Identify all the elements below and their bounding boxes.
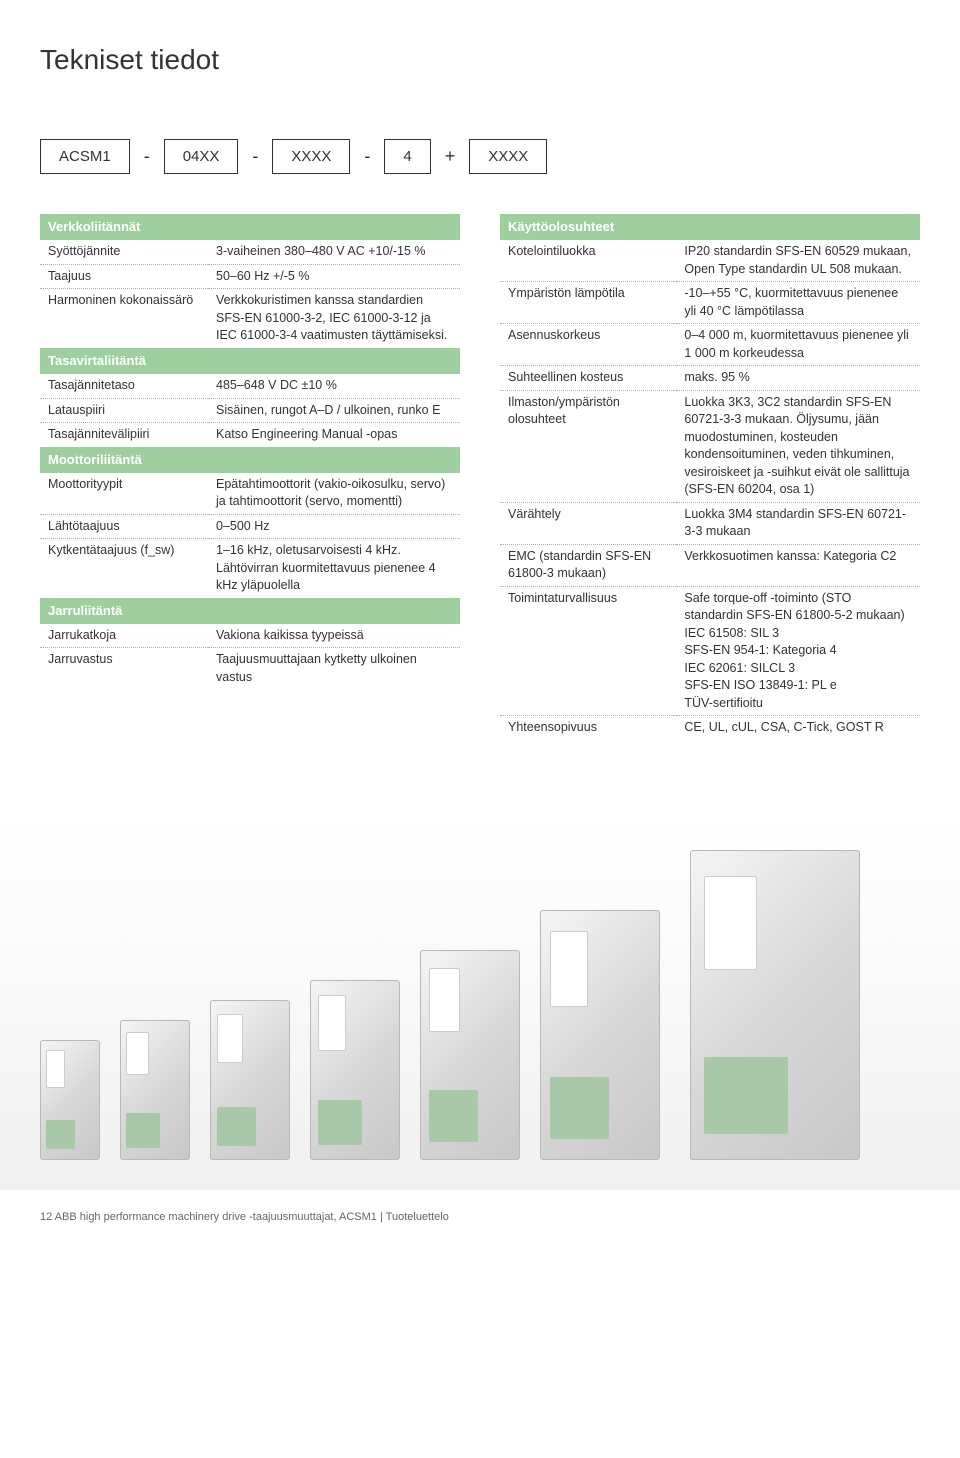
spec-value: Sisäinen, rungot A–D / ulkoinen, runko E xyxy=(208,398,460,423)
code-separator: - xyxy=(364,144,370,169)
product-lineup-image xyxy=(0,810,960,1190)
code-part: XXXX xyxy=(469,139,547,174)
spec-label: Lähtötaajuus xyxy=(40,514,208,539)
code-part: XXXX xyxy=(272,139,350,174)
section-heading: Moottoriliitäntä xyxy=(40,447,460,473)
page-footer: 12 ABB high performance machinery drive … xyxy=(0,1190,960,1245)
spec-label: Värähtely xyxy=(500,502,676,544)
spec-label: Latauspiiri xyxy=(40,398,208,423)
spec-value: 3-vaiheinen 380–480 V AC +10/-15 % xyxy=(208,240,460,264)
spec-label: Asennuskorkeus xyxy=(500,324,676,366)
page-title: Tekniset tiedot xyxy=(40,40,920,79)
spec-label: Syöttöjännite xyxy=(40,240,208,264)
spec-value: Verkkokuristimen kanssa standardien SFS-… xyxy=(208,289,460,348)
drive-unit xyxy=(120,1020,190,1160)
spec-value: maks. 95 % xyxy=(676,366,920,391)
code-part: 04XX xyxy=(164,139,239,174)
section-heading: Jarruliitäntä xyxy=(40,598,460,624)
spec-label: Moottorityypit xyxy=(40,473,208,515)
section-heading: Verkkoliitännät xyxy=(40,214,460,240)
code-separator: + xyxy=(445,144,456,169)
spec-value: 485–648 V DC ±10 % xyxy=(208,374,460,398)
section-heading: Tasavirtaliitäntä xyxy=(40,348,460,374)
spec-value: Luokka 3K3, 3C2 standardin SFS-EN 60721-… xyxy=(676,390,920,502)
spec-label: Suhteellinen kosteus xyxy=(500,366,676,391)
drive-unit xyxy=(210,1000,290,1160)
spec-value: Epätahtimoottorit (vakio-oikosulku, serv… xyxy=(208,473,460,515)
drive-unit xyxy=(690,850,860,1160)
spec-value: 50–60 Hz +/-5 % xyxy=(208,264,460,289)
spec-value: IP20 standardin SFS-EN 60529 mukaan, Ope… xyxy=(676,240,920,282)
product-code-row: ACSM1-04XX-XXXX-4+XXXX xyxy=(40,139,920,174)
spec-value: Katso Engineering Manual -opas xyxy=(208,423,460,447)
spec-label: Harmoninen kokonaissärö xyxy=(40,289,208,348)
spec-value: Taajuusmuuttajaan kytketty ulkoinen vast… xyxy=(208,648,460,690)
drive-unit xyxy=(540,910,660,1160)
spec-value: Vakiona kaikissa tyypeissä xyxy=(208,624,460,648)
spec-value: 0–4 000 m, kuormitettavuus pienenee yli … xyxy=(676,324,920,366)
spec-label: EMC (standardin SFS-EN 61800-3 mukaan) xyxy=(500,544,676,586)
spec-value: 1–16 kHz, oletusarvoisesti 4 kHz. Lähtöv… xyxy=(208,539,460,598)
spec-column-right: KäyttöolosuhteetKotelointiluokkaIP20 sta… xyxy=(500,214,920,740)
code-separator: - xyxy=(252,144,258,169)
spec-value: CE, UL, cUL, CSA, C-Tick, GOST R xyxy=(676,716,920,740)
spec-column-left: VerkkoliitännätSyöttöjännite3-vaiheinen … xyxy=(40,214,460,740)
spec-label: Kotelointiluokka xyxy=(500,240,676,282)
spec-label: Tasajännitevälipiiri xyxy=(40,423,208,447)
spec-label: Tasajännitetaso xyxy=(40,374,208,398)
spec-value: -10–+55 °C, kuormitettavuus pienenee yli… xyxy=(676,282,920,324)
spec-value: Safe torque-off -toiminto (STO standardi… xyxy=(676,586,920,716)
drive-unit xyxy=(40,1040,100,1160)
spec-label: Ympäristön lämpötila xyxy=(500,282,676,324)
spec-label: Yhteensopivuus xyxy=(500,716,676,740)
code-separator: - xyxy=(144,144,150,169)
spec-label: Toimintaturvallisuus xyxy=(500,586,676,716)
spec-label: Taajuus xyxy=(40,264,208,289)
spec-value: Luokka 3M4 standardin SFS-EN 60721-3-3 m… xyxy=(676,502,920,544)
spec-value: Verkkosuotimen kanssa: Kategoria C2 xyxy=(676,544,920,586)
spec-value: 0–500 Hz xyxy=(208,514,460,539)
code-part: ACSM1 xyxy=(40,139,130,174)
spec-label: Jarrukatkoja xyxy=(40,624,208,648)
spec-label: Jarruvastus xyxy=(40,648,208,690)
section-heading: Käyttöolosuhteet xyxy=(500,214,920,240)
code-part: 4 xyxy=(384,139,430,174)
drive-unit xyxy=(420,950,520,1160)
drive-unit xyxy=(310,980,400,1160)
spec-label: Ilmaston/ympäristön olosuhteet xyxy=(500,390,676,502)
spec-label: Kytkentätaajuus (f_sw) xyxy=(40,539,208,598)
